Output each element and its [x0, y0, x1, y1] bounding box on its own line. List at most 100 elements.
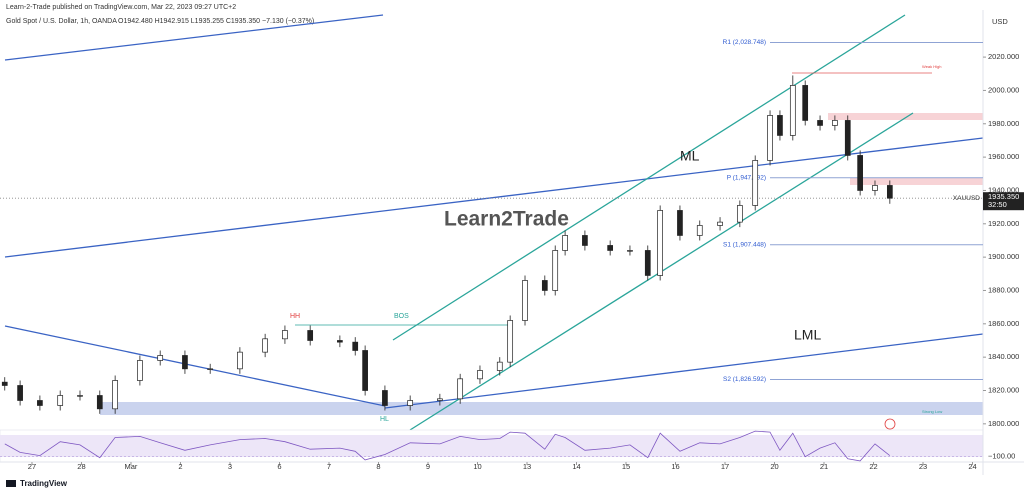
event-icon[interactable] — [884, 418, 896, 430]
candle-body — [337, 340, 343, 343]
x-tick-label: 20 — [770, 462, 778, 471]
y-tick-label: 1820.000 — [988, 385, 1019, 394]
x-tick-label: 28 — [77, 462, 85, 471]
candle-body — [552, 250, 559, 291]
candle-body — [582, 235, 588, 246]
bos-label: BOS — [394, 313, 409, 320]
candle-body — [407, 400, 414, 406]
candle-body — [362, 350, 368, 391]
candle-body — [382, 390, 388, 406]
candle-body — [657, 210, 664, 276]
candle-body — [832, 120, 838, 126]
symbol-title: Gold Spot / U.S. Dollar, 1h, OANDA — [6, 18, 117, 25]
x-tick-label: 23 — [919, 462, 927, 471]
candle-body — [437, 398, 443, 401]
strong-low-label: Strong Low — [922, 409, 942, 414]
candle-body — [477, 370, 483, 380]
candle-body — [77, 395, 83, 397]
candle-body — [112, 380, 118, 410]
weak-high-label: Weak High — [922, 64, 942, 69]
candle-body — [137, 360, 143, 381]
x-tick-label: Mar — [125, 462, 138, 471]
last-price-box — [983, 192, 1024, 211]
candle-body — [17, 385, 23, 401]
x-tick-label: 6 — [277, 462, 281, 471]
trend-line — [4, 325, 386, 407]
pivot-label: S2 (1,826.592) — [723, 376, 766, 383]
candle-body — [886, 185, 893, 199]
candle-body — [717, 221, 723, 226]
y-tick-label: 2000.000 — [988, 85, 1019, 94]
candle-body — [644, 250, 651, 276]
x-tick-label: 16 — [671, 462, 679, 471]
candle-body — [607, 245, 614, 251]
pivot-label: P (1,947.592) — [727, 175, 766, 182]
candle-body — [182, 355, 188, 370]
candle-body — [352, 341, 359, 351]
y-tick-label: 1880.000 — [988, 285, 1019, 294]
x-tick-label: 15 — [622, 462, 630, 471]
x-tick-label: 24 — [968, 462, 976, 471]
candle-body — [157, 355, 164, 361]
candle-body — [767, 115, 773, 161]
candle-body — [57, 395, 64, 406]
candle-body — [736, 205, 743, 223]
candle-body — [696, 225, 703, 236]
publisher: Learn-2-Trade published on TradingView.c… — [6, 4, 236, 11]
y-tick-label: 1860.000 — [988, 319, 1019, 328]
candle-body — [207, 368, 214, 370]
candle-body — [507, 320, 514, 363]
candle-body — [777, 115, 783, 136]
last-price-label: 1935.350 — [988, 192, 1019, 201]
oscillator-band — [0, 435, 983, 457]
pivot-label: S1 (1,907.448) — [723, 241, 766, 248]
candle-body — [817, 120, 823, 126]
candle-body — [752, 160, 759, 206]
osc-tick-label: −100.00 — [988, 452, 1015, 461]
candle-body — [627, 250, 633, 252]
y-tick-label: 1940.000 — [988, 185, 1019, 194]
x-tick-label: 13 — [523, 462, 531, 471]
candle-body — [1, 381, 8, 386]
currency: USD — [992, 17, 1008, 26]
candle-body — [677, 210, 683, 236]
candle-body — [237, 351, 243, 370]
y-tick-label: 2020.000 — [988, 52, 1019, 61]
hh-label: HH — [290, 313, 300, 320]
hl-label: HL — [380, 416, 389, 423]
candle-body — [802, 85, 809, 121]
x-tick-label: 7 — [327, 462, 331, 471]
brand[interactable]: TradingView — [20, 479, 68, 488]
x-tick-label: 14 — [572, 462, 580, 471]
x-tick-label: 9 — [426, 462, 430, 471]
x-tick-label: 8 — [376, 462, 380, 471]
y-tick-label: 1960.000 — [988, 152, 1019, 161]
x-tick-label: 21 — [820, 462, 828, 471]
candle-body — [522, 280, 528, 321]
y-tick-label: 1900.000 — [988, 252, 1019, 261]
x-tick-label: 17 — [721, 462, 729, 471]
candle-body — [282, 330, 288, 340]
supply-zone — [850, 178, 983, 185]
channel-line — [392, 14, 906, 341]
supply-zone — [828, 113, 983, 120]
trend-lines — [4, 14, 984, 409]
candle-body — [844, 120, 851, 156]
brand-logo[interactable] — [6, 480, 16, 487]
pivot-label: R1 (2,028.748) — [723, 39, 766, 46]
oscillator-line — [4, 430, 891, 462]
candle-body — [562, 235, 568, 251]
candle-body — [872, 185, 878, 191]
candles — [1, 75, 893, 414]
x-tick-label: 10 — [473, 462, 481, 471]
candle-body — [307, 330, 314, 341]
y-tick-label: 1980.000 — [988, 119, 1019, 128]
ohlc: O1942.480 H1942.915 L1935.255 C1935.350 … — [118, 18, 314, 25]
candle-body — [857, 155, 863, 191]
candle-body — [262, 338, 268, 353]
trend-line — [384, 333, 984, 409]
trend-line — [4, 14, 384, 61]
candle-body — [496, 361, 503, 371]
